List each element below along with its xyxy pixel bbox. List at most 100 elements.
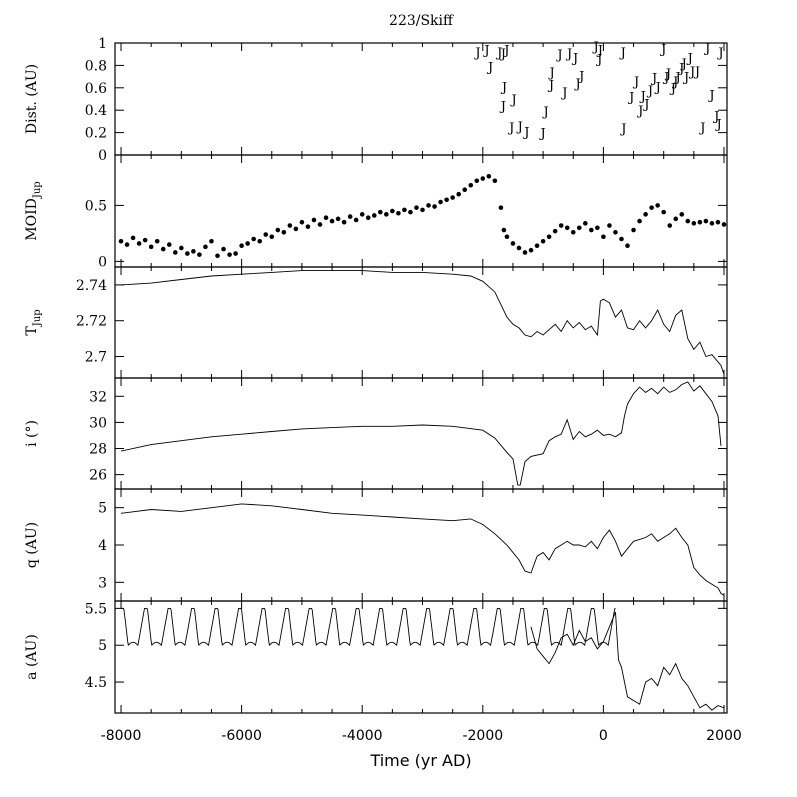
y-tick-label: 5 [98, 638, 107, 654]
data-point [227, 252, 232, 257]
data-point: J [571, 51, 578, 66]
data-point: J [716, 46, 723, 61]
data-point [468, 182, 474, 188]
panel-frame [114, 488, 728, 602]
data-point: J [499, 47, 506, 62]
data-point: J [642, 97, 649, 112]
y-tick-label: 0.8 [85, 58, 107, 74]
data-point [637, 218, 642, 224]
data-point: J [573, 77, 580, 92]
data-point: J [688, 65, 695, 80]
data-point: J [522, 125, 529, 140]
data-point [365, 215, 371, 221]
y-axis-label: Dist. (AU) [24, 64, 40, 134]
data-point: J [707, 88, 714, 103]
data-point [426, 203, 431, 208]
data-point [414, 205, 419, 210]
data-point [715, 219, 721, 225]
data-point [359, 212, 365, 217]
data-point: J [560, 86, 567, 101]
data-point [631, 227, 636, 233]
y-axis-label: MOIDJup [24, 181, 43, 240]
y-tick-label: 0.2 [85, 126, 107, 142]
data-point [160, 246, 166, 252]
data-point [420, 207, 425, 213]
y-tick-label: 5 [98, 501, 107, 517]
data-point [185, 251, 190, 256]
data-point: J [619, 122, 626, 137]
data-point [323, 215, 329, 221]
data-point [619, 236, 624, 242]
data-point: J [547, 78, 554, 93]
data-point: J [671, 75, 678, 90]
data-point [438, 199, 443, 205]
data-point [353, 217, 359, 223]
data-point: J [619, 46, 626, 61]
data-point [625, 243, 630, 249]
data-point [179, 245, 184, 251]
data-point: J [542, 105, 549, 120]
panel-frame [114, 42, 728, 156]
data-point [558, 223, 564, 228]
data-point [408, 209, 413, 215]
data-point: J [565, 47, 572, 62]
data-point [305, 224, 311, 229]
y-axis-label: q (AU) [24, 522, 40, 568]
data-point: J [538, 126, 545, 141]
data-point [136, 241, 142, 246]
data-point [269, 234, 275, 240]
data-point: J [680, 57, 687, 72]
data-point [402, 207, 407, 213]
data-point [341, 219, 347, 225]
x-axis-label: Time (yr AD) [369, 751, 471, 770]
y-axis-label: TJup [24, 309, 43, 335]
data-point [293, 226, 299, 232]
y-tick-label: 4 [98, 538, 107, 554]
data-point [384, 212, 389, 217]
data-point: J [686, 51, 693, 66]
data-point [501, 227, 507, 233]
data-point [118, 238, 124, 244]
data-point [450, 195, 455, 200]
data-point [655, 203, 660, 208]
data-point: J [502, 44, 509, 59]
data-point [601, 234, 606, 240]
data-point [221, 246, 226, 252]
x-axis: -8000 -6000 -4000 -2000 0 2000 [101, 728, 742, 744]
data-point [607, 223, 612, 228]
data-point [263, 232, 269, 237]
series-line [530, 611, 725, 711]
series-line [120, 270, 725, 375]
y-tick-label: 2.7 [85, 350, 107, 366]
data-point [275, 227, 281, 233]
data-point [371, 213, 377, 218]
data-point [209, 238, 214, 244]
data-point [432, 204, 437, 209]
data-point [516, 245, 522, 251]
data-point: J [555, 48, 562, 63]
data-point [233, 251, 238, 256]
data-point [444, 197, 449, 203]
y-tick-label: 32 [89, 389, 107, 405]
data-point [480, 176, 486, 181]
data-point: J [486, 60, 493, 75]
data-point [546, 234, 552, 240]
data-point [203, 244, 208, 250]
y-tick-label: 28 [89, 442, 107, 458]
y-tick-label: 0.5 [85, 198, 107, 214]
data-point: J [677, 62, 684, 77]
data-point [703, 218, 709, 224]
panel-perihelion: 3 4 5 q (AU) [24, 488, 728, 602]
data-point: J [473, 46, 480, 61]
data-point [462, 187, 468, 193]
data-point [154, 238, 160, 244]
panel-frame [114, 377, 728, 490]
data-point [257, 238, 263, 244]
data-point: J [664, 67, 671, 82]
data-point: J [548, 66, 555, 81]
data-point [191, 249, 196, 254]
data-point [474, 178, 480, 184]
panel-incl: 26 28 30 32 i (°) [24, 377, 728, 490]
x-tick-label: 2000 [706, 728, 742, 744]
